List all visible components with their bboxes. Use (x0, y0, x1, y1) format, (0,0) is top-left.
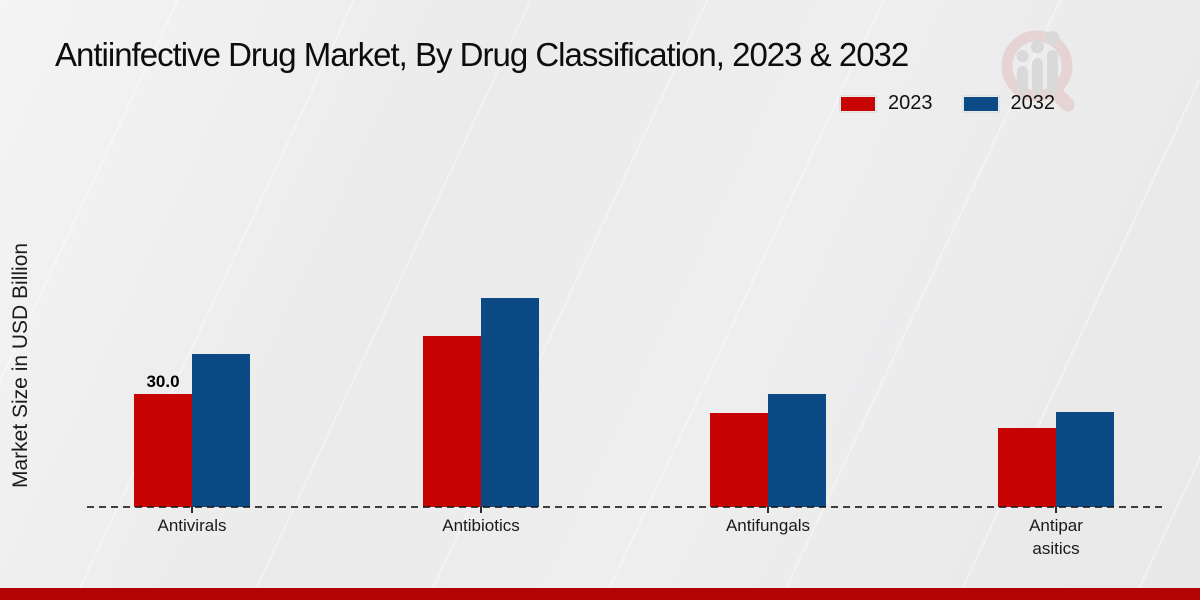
legend-label-2023: 2023 (888, 92, 933, 114)
bar-2023-antiparasitics (998, 428, 1056, 507)
x-axis-label-antivirals: Antivirals (157, 516, 227, 535)
x-axis-line (87, 506, 1165, 508)
bar-2032-antifungals (768, 394, 826, 507)
bar-value-label: 30.0 (146, 372, 180, 391)
bar-2032-antibiotics (481, 298, 539, 507)
x-axis-label-antifungals: Antifungals (725, 516, 811, 535)
x-axis-tick (480, 507, 482, 513)
bar-2023-antivirals (134, 394, 192, 507)
x-axis-label-antibiotics: Antibiotics (442, 516, 520, 535)
legend-entry-2023: 2023 (840, 92, 933, 115)
bottom-accent-bar (0, 588, 1200, 600)
chart-title: Antiinfective Drug Market, By Drug Class… (55, 36, 909, 73)
chart-legend: 2023 2032 (840, 92, 1100, 115)
x-axis-label-antiparasitics: Antipar asitics (1029, 516, 1083, 558)
legend-entry-2032: 2032 (962, 92, 1056, 115)
bar-2023-antifungals (710, 413, 768, 507)
legend-label-2032: 2032 (1010, 92, 1056, 114)
bar-2032-antivirals (192, 354, 250, 507)
bar-2023-antibiotics (423, 336, 481, 507)
x-axis-tick (767, 507, 769, 513)
legend-swatch-2032 (962, 95, 999, 112)
x-axis-tick (191, 507, 193, 513)
bar-2032-antiparasitics (1056, 412, 1114, 507)
legend-swatch-2023 (840, 95, 876, 112)
x-axis-tick (1055, 507, 1057, 513)
